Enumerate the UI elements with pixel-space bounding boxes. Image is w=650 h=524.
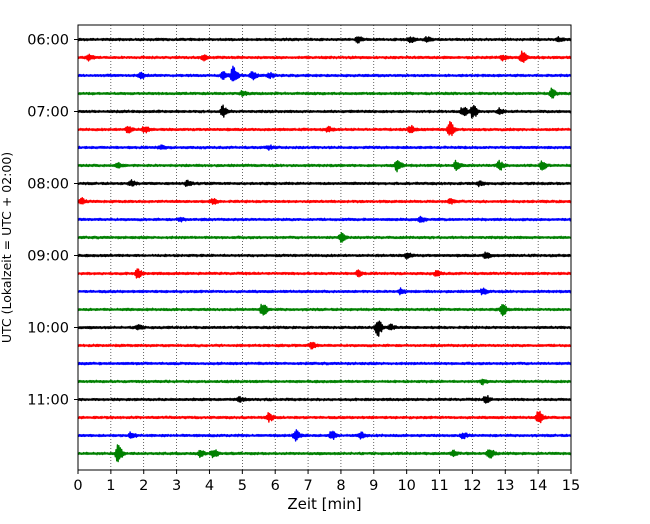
seismic-trace (77, 303, 572, 317)
axes-frame (77, 24, 572, 471)
seismic-trace (77, 35, 572, 44)
seismic-trace (77, 50, 572, 63)
seismic-trace (77, 429, 572, 442)
x-tick-label: 15 (562, 478, 580, 494)
x-tick-label: 5 (238, 478, 247, 494)
y-tick-label: 11:00 (27, 393, 69, 409)
seismic-trace (77, 159, 572, 173)
x-tick-label: 6 (271, 478, 280, 494)
y-tick-label: 07:00 (27, 105, 69, 121)
y-axis-label: UTC (Lokalzeit = UTC + 02:00) (0, 152, 14, 343)
seismic-trace (77, 341, 572, 350)
x-tick-label: 4 (205, 478, 214, 494)
seismic-trace (77, 268, 572, 279)
seismic-trace (77, 251, 572, 260)
seismic-trace (77, 215, 572, 223)
seismic-trace (77, 144, 572, 151)
seismic-trace (77, 65, 572, 82)
x-tick-label: 12 (463, 478, 481, 494)
x-tick-label: 8 (336, 478, 345, 494)
x-tick-label: 7 (303, 478, 312, 494)
x-tick-label: 1 (106, 478, 115, 494)
trace-group (77, 35, 572, 463)
y-tick-label: 08:00 (27, 177, 69, 193)
seismic-trace (77, 87, 572, 99)
x-axis-label: Zeit [min] (287, 495, 361, 513)
seismic-trace (77, 361, 572, 366)
x-tick-label: 13 (496, 478, 514, 494)
y-tick-label: 09:00 (27, 249, 69, 265)
seismic-trace (77, 320, 572, 337)
x-tick-label: 10 (397, 478, 415, 494)
seismic-trace (77, 179, 572, 188)
seismic-trace (77, 444, 572, 463)
seismic-trace (77, 410, 572, 424)
y-axis-ticks: 06:00 07:00 08:00 09:00 10:00 11:00 (27, 33, 78, 409)
seismic-trace (77, 287, 572, 296)
x-tick-label: 11 (430, 478, 448, 494)
seismic-trace (77, 197, 572, 205)
seismic-trace (77, 378, 572, 386)
x-tick-label: 3 (172, 478, 181, 494)
vertical-grid (110, 25, 539, 470)
x-tick-label: 0 (73, 478, 82, 494)
y-tick-label: 10:00 (27, 321, 69, 337)
seismic-trace (77, 232, 572, 243)
x-tick-label: 9 (369, 478, 378, 494)
x-axis-ticks: 0 1 2 3 4 5 6 7 8 9 10 11 12 13 14 15 (73, 470, 580, 494)
seismic-trace (77, 394, 572, 404)
seismic-trace (77, 104, 572, 119)
y-tick-label: 06:00 (27, 33, 69, 49)
x-tick-label: 2 (139, 478, 148, 494)
x-tick-label: 14 (529, 478, 547, 494)
seismic-trace (77, 120, 572, 137)
